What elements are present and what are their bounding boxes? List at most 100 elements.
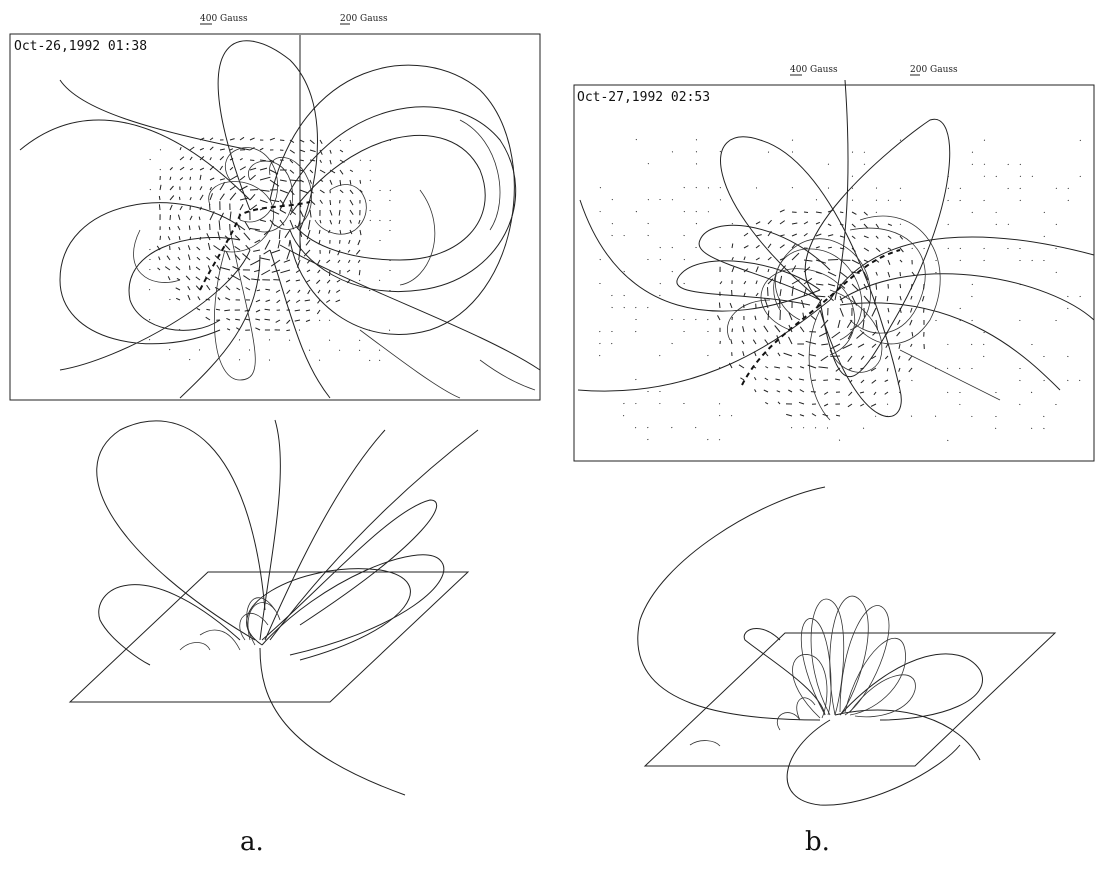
vector-tick	[289, 219, 295, 230]
vector-tick	[947, 175, 949, 178]
vector-tick	[279, 189, 289, 194]
vector-tick	[189, 215, 193, 221]
vector-tick	[783, 352, 793, 357]
vector-tick	[336, 289, 341, 293]
vector-tick	[1055, 187, 1058, 190]
vector-tick	[179, 147, 182, 151]
vector-tick	[335, 299, 341, 303]
vector-tick	[269, 199, 280, 203]
vector-tick	[788, 376, 793, 381]
vector-tick	[753, 377, 757, 381]
vector-tick	[259, 257, 271, 261]
panel-a-3d-view: a.	[68, 419, 479, 857]
vector-tick	[214, 276, 221, 281]
vector-tick	[299, 179, 304, 183]
vector-tick	[238, 213, 241, 221]
vector-tick	[767, 287, 769, 297]
vector-tick	[718, 302, 721, 309]
vector-tick	[239, 204, 244, 211]
vector-tick	[156, 245, 161, 251]
vector-tick	[767, 268, 770, 273]
vector-tick	[249, 193, 256, 201]
vector-tick	[1055, 223, 1057, 226]
vector-tick	[799, 326, 805, 333]
vector-tick	[176, 277, 181, 281]
vector-tick	[219, 266, 231, 271]
vector-tick	[875, 319, 878, 330]
vector-tick	[224, 244, 231, 251]
vector-tick	[254, 239, 261, 244]
vector-tick	[348, 239, 351, 244]
vector-tick	[802, 427, 805, 429]
vector-tick	[286, 319, 291, 324]
vector-tick	[659, 282, 661, 285]
vector-field-b	[599, 138, 1081, 442]
vector-tick	[874, 415, 877, 417]
vector-tick	[622, 414, 625, 417]
vector-tick	[199, 174, 202, 181]
vector-tick	[755, 244, 760, 249]
vector-tick	[319, 149, 323, 155]
vector-tick	[719, 281, 723, 285]
vector-tick	[671, 270, 673, 273]
vector-tick	[839, 295, 844, 304]
vector-tick	[983, 163, 986, 165]
vector-tick	[299, 169, 304, 172]
vector-tick	[198, 216, 201, 221]
vector-tick	[1055, 271, 1057, 274]
vector-tick	[179, 205, 183, 211]
vector-tick	[245, 244, 251, 251]
vector-tick	[1031, 175, 1034, 178]
vector-tick	[169, 185, 174, 191]
vector-tick	[261, 269, 271, 276]
vector-tick	[847, 331, 853, 340]
vector-tick	[148, 288, 151, 291]
vector-tick	[167, 236, 171, 241]
vector-tick	[215, 308, 221, 311]
vector-tick	[207, 265, 211, 271]
vector-tick	[189, 176, 191, 181]
vector-tick	[229, 185, 237, 191]
vector-tick	[647, 198, 650, 201]
vector-tick	[1030, 427, 1033, 430]
vector-tick	[835, 367, 841, 372]
vector-tick	[289, 189, 295, 196]
vector-tick	[349, 229, 353, 235]
vector-tick	[326, 279, 331, 284]
vector-tick	[359, 189, 363, 193]
vector-tick	[158, 204, 161, 211]
vector-tick	[683, 210, 685, 213]
vector-tick	[179, 177, 184, 181]
vector-tick	[339, 159, 345, 163]
vector-tick	[774, 366, 781, 369]
vector-tick	[755, 221, 761, 225]
vector-tick	[830, 343, 841, 350]
vector-tick	[842, 343, 853, 350]
vector-tick	[860, 379, 865, 384]
vector-tick	[788, 312, 793, 321]
vector-tick	[839, 283, 846, 289]
vector-tick	[959, 259, 961, 262]
vector-tick	[206, 233, 211, 241]
vector-tick	[729, 302, 733, 309]
vector-tick	[309, 159, 316, 162]
vector-tick	[328, 289, 331, 294]
vector-tick	[777, 401, 781, 405]
vector-tick	[253, 269, 261, 273]
vector-tick	[947, 247, 949, 250]
vector-tick	[1030, 391, 1033, 394]
vector-tick	[298, 249, 301, 261]
vector-tick	[959, 247, 961, 250]
vector-tick	[791, 252, 800, 261]
vector-tick	[798, 378, 805, 381]
vector-tick	[847, 403, 853, 408]
timestamp-b: Oct-27,1992 02:53	[577, 90, 710, 105]
vector-tick	[820, 319, 829, 329]
vector-tick	[856, 331, 865, 339]
vector-tick	[369, 289, 371, 292]
vector-tick	[983, 343, 985, 346]
vector-tick	[995, 223, 997, 226]
vector-tick	[875, 211, 878, 214]
vector-tick	[719, 366, 721, 369]
